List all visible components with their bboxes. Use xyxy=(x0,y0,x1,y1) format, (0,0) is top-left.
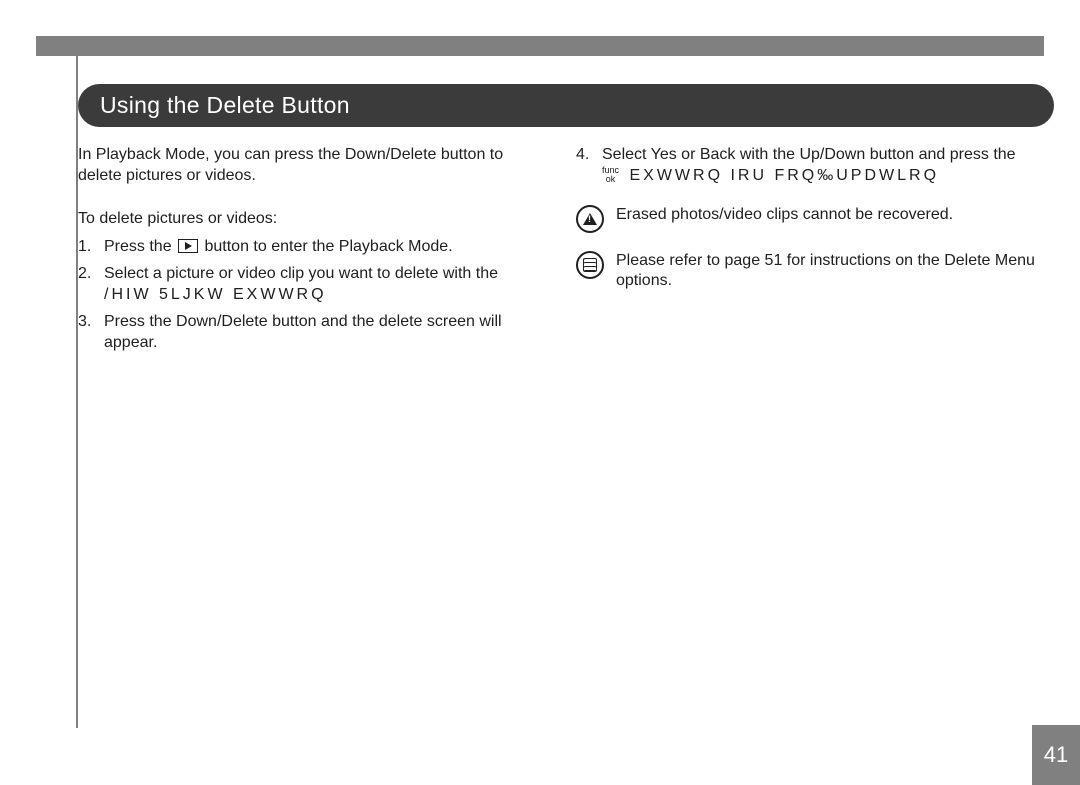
left-column: In Playback Mode, you can press the Down… xyxy=(78,145,546,359)
step-1-text-a: Press the xyxy=(104,238,176,255)
step-3: Press the Down/Delete button and the del… xyxy=(78,312,546,354)
content-columns: In Playback Mode, you can press the Down… xyxy=(78,145,1044,359)
page-number-box: 41 xyxy=(1032,725,1080,785)
manual-page: Using the Delete Button In Playback Mode… xyxy=(0,0,1080,785)
section-title: Using the Delete Button xyxy=(100,92,350,118)
steps-heading: To delete pictures or videos: xyxy=(78,209,546,230)
side-rule xyxy=(76,56,78,728)
page-number: 41 xyxy=(1044,742,1068,768)
step-1: Press the button to enter the Playback M… xyxy=(78,237,546,258)
top-bar xyxy=(36,36,1044,56)
section-title-bar: Using the Delete Button xyxy=(78,84,1054,127)
func-ok-icon: funcok xyxy=(602,166,619,184)
warning-row: Erased photos/video clips cannot be reco… xyxy=(576,205,1044,233)
step-2: Select a picture or video clip you want … xyxy=(78,264,546,306)
step-3-text: Press the Down/Delete button and the del… xyxy=(104,313,502,351)
exclaim-triangle-icon xyxy=(583,213,597,225)
note-text: Please refer to page 51 for instructions… xyxy=(616,251,1044,293)
step-4-number: 4. xyxy=(576,145,589,166)
steps-list: Press the button to enter the Playback M… xyxy=(78,237,546,353)
step-2-text-a: Select a picture or video clip you want … xyxy=(104,265,498,282)
step-4-garbled: EXWWRQ IRU FRQ‰UPDWLRQ xyxy=(629,167,939,184)
intro-text: In Playback Mode, you can press the Down… xyxy=(78,145,546,187)
step-4-line1: Select Yes or Back with the Up/Down butt… xyxy=(602,146,1016,163)
playback-icon xyxy=(178,239,198,253)
warning-icon xyxy=(576,205,604,233)
step-4: 4. Select Yes or Back with the Up/Down b… xyxy=(576,145,1044,187)
step-2-garbled: /HIW 5LJKW EXWWRQ xyxy=(104,286,327,303)
warning-text: Erased photos/video clips cannot be reco… xyxy=(616,205,1044,233)
right-column: 4. Select Yes or Back with the Up/Down b… xyxy=(576,145,1044,359)
note-icon xyxy=(576,251,604,279)
note-row: Please refer to page 51 for instructions… xyxy=(576,251,1044,293)
document-lines-icon xyxy=(583,258,597,272)
step-1-text-b: button to enter the Playback Mode. xyxy=(200,238,453,255)
